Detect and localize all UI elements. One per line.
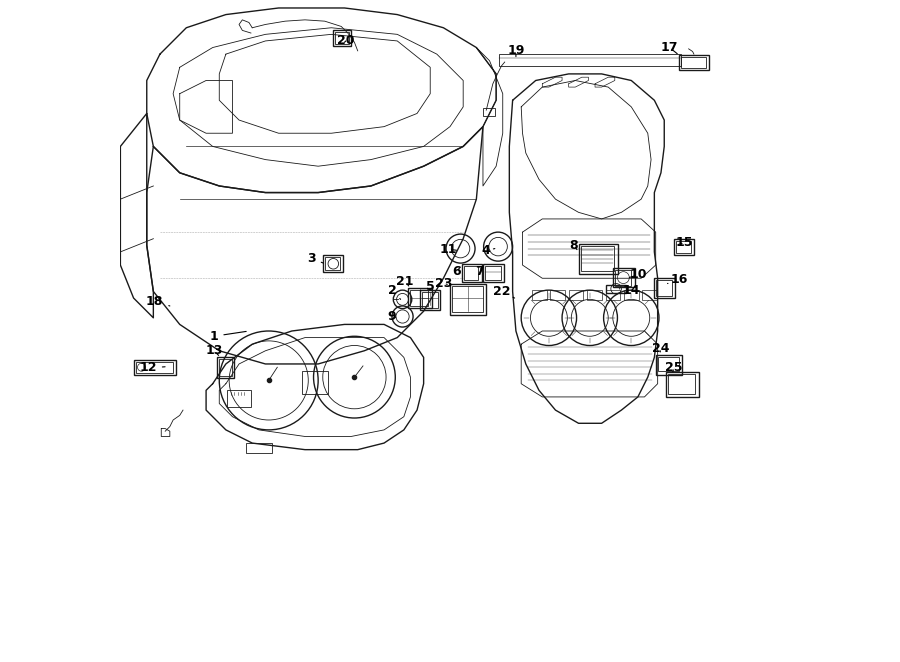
Text: 8: 8 <box>570 239 578 252</box>
Bar <box>676 241 690 252</box>
Text: 17: 17 <box>661 41 679 54</box>
Text: 2: 2 <box>388 283 400 299</box>
Text: 13: 13 <box>205 344 222 357</box>
Text: 5: 5 <box>420 279 435 293</box>
Text: 16: 16 <box>668 273 688 286</box>
Bar <box>674 239 694 254</box>
Bar <box>452 285 483 312</box>
Bar <box>302 371 328 394</box>
Bar <box>333 30 351 46</box>
Bar <box>485 265 500 280</box>
Bar <box>420 290 440 310</box>
Text: 21: 21 <box>396 275 414 288</box>
Bar <box>483 108 495 116</box>
Text: 19: 19 <box>508 44 525 58</box>
Bar <box>410 290 428 306</box>
Bar <box>681 58 706 68</box>
Bar <box>533 290 547 300</box>
Bar <box>409 288 431 308</box>
Text: 20: 20 <box>338 34 355 48</box>
Bar <box>624 290 638 300</box>
Bar <box>680 56 709 70</box>
Bar <box>136 362 173 373</box>
Bar <box>133 360 176 375</box>
Bar <box>606 290 620 300</box>
Bar <box>569 290 583 300</box>
Text: 11: 11 <box>440 243 457 256</box>
Text: 12: 12 <box>140 361 165 375</box>
Text: 22: 22 <box>492 285 515 298</box>
Text: 18: 18 <box>146 295 170 308</box>
Bar <box>587 290 601 300</box>
Bar <box>326 257 340 269</box>
Bar <box>581 246 614 271</box>
Bar <box>483 263 504 282</box>
Text: 1: 1 <box>210 330 247 343</box>
Text: 3: 3 <box>307 252 323 265</box>
Bar <box>656 280 672 296</box>
Bar <box>220 359 232 377</box>
Text: 10: 10 <box>629 269 646 281</box>
Text: 9: 9 <box>388 310 396 323</box>
Bar <box>616 269 631 285</box>
Bar <box>422 292 438 308</box>
Text: 7: 7 <box>474 265 483 278</box>
Bar <box>643 290 657 300</box>
Bar <box>658 357 679 371</box>
Bar <box>656 355 682 375</box>
Bar <box>550 290 564 300</box>
Text: 23: 23 <box>435 277 452 290</box>
Bar <box>668 374 695 394</box>
Bar <box>462 263 482 282</box>
Bar <box>607 285 626 293</box>
Bar <box>666 372 699 397</box>
Bar <box>500 54 680 66</box>
Bar <box>654 278 676 298</box>
Text: 15: 15 <box>676 236 693 249</box>
Bar <box>246 443 272 453</box>
Bar <box>323 255 343 271</box>
Bar <box>464 265 478 280</box>
Bar <box>579 244 618 273</box>
Text: 24: 24 <box>652 342 670 355</box>
Text: 25: 25 <box>665 361 683 374</box>
Text: 6: 6 <box>453 265 461 278</box>
Bar <box>217 357 234 379</box>
Bar <box>614 267 634 287</box>
Bar <box>335 32 349 44</box>
Bar <box>450 283 486 315</box>
Text: 4: 4 <box>482 244 495 257</box>
Bar <box>227 391 251 407</box>
Text: 14: 14 <box>619 283 640 297</box>
